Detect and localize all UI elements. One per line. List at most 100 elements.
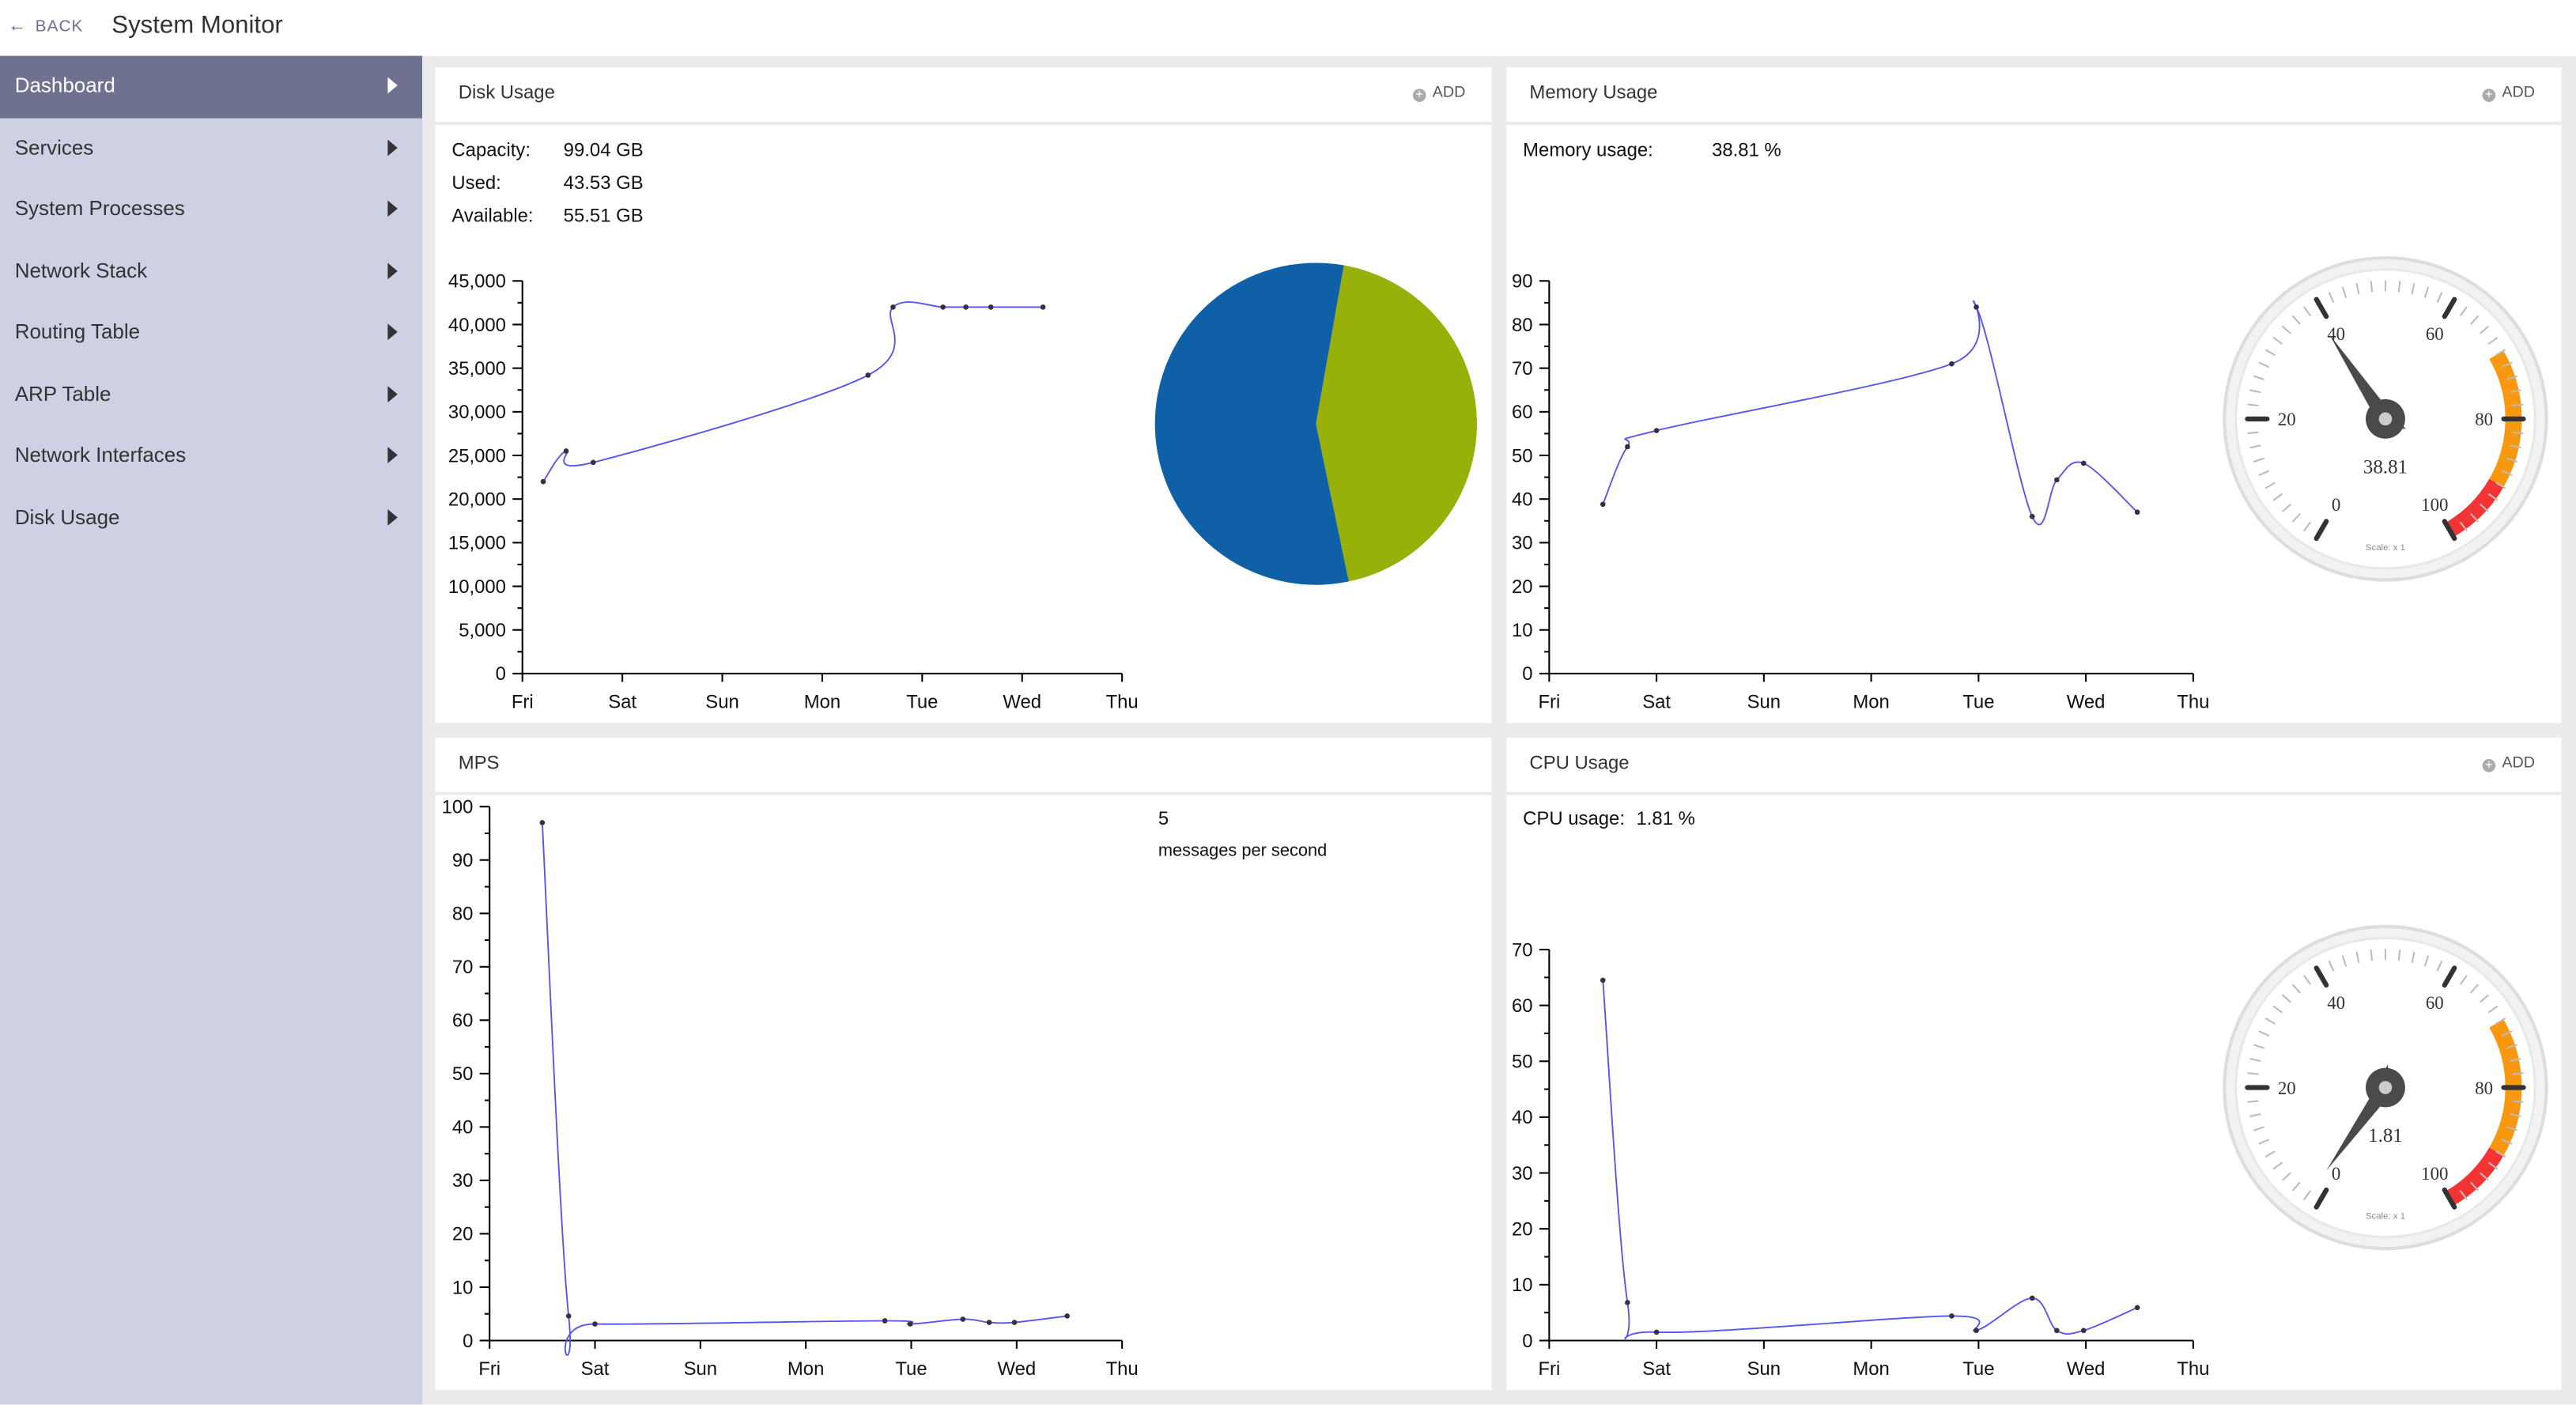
gauge-minor-tick bbox=[2506, 1126, 2517, 1131]
x-tick-label: Sat bbox=[1642, 1358, 1671, 1380]
sidebar-item-label: Dashboard bbox=[14, 74, 115, 97]
gauge-minor-tick bbox=[2506, 457, 2517, 463]
gauge-minor-tick bbox=[2247, 431, 2259, 435]
pie-slice-available bbox=[1154, 262, 1349, 585]
panel-header: CPU Usage + ADD bbox=[1506, 738, 2562, 795]
gauge-value: 1.81 bbox=[2368, 1125, 2403, 1146]
used-value: 43.53 GB bbox=[563, 174, 644, 195]
gauge-minor-tick bbox=[2495, 349, 2506, 356]
arrow-left-icon: ← bbox=[8, 16, 28, 36]
gauge-label: 80 bbox=[2475, 1078, 2493, 1098]
gauge-hub-cap bbox=[2378, 1081, 2393, 1094]
gauge-minor-tick bbox=[2303, 306, 2311, 316]
sidebar-item-network-stack[interactable]: Network Stack bbox=[0, 240, 422, 302]
gauge-minor-tick bbox=[2470, 315, 2479, 325]
y-tick-label: 0 bbox=[463, 1331, 473, 1352]
data-point bbox=[1600, 501, 1606, 508]
sidebar-item-network-interfaces[interactable]: Network Interfaces bbox=[0, 425, 422, 487]
y-tick-label: 70 bbox=[452, 957, 474, 978]
gauge-minor-tick bbox=[2292, 984, 2301, 994]
sidebar-item-dashboard[interactable]: Dashboard bbox=[0, 55, 422, 118]
panel-title: Disk Usage bbox=[458, 83, 555, 104]
x-tick-label: Tue bbox=[895, 1358, 927, 1380]
gauge-minor-tick bbox=[2249, 444, 2261, 449]
data-point bbox=[1011, 1320, 1018, 1325]
back-button[interactable]: ← BACK bbox=[8, 17, 83, 36]
x-tick-label: Sun bbox=[1747, 1358, 1781, 1380]
gauge-minor-tick bbox=[2272, 1005, 2283, 1014]
gauge-minor-tick bbox=[2501, 1030, 2513, 1037]
y-tick-label: 30 bbox=[1512, 1163, 1533, 1184]
data-point bbox=[2080, 460, 2087, 466]
sidebar-item-routing-table[interactable]: Routing Table bbox=[0, 302, 422, 364]
gauge-minor-tick bbox=[2282, 1172, 2291, 1181]
gauge-minor-tick bbox=[2460, 975, 2468, 985]
sidebar-item-label: Services bbox=[14, 135, 94, 159]
data-point bbox=[2054, 1328, 2060, 1334]
y-tick-label: 40 bbox=[452, 1117, 474, 1139]
add-button[interactable]: + ADD bbox=[2482, 84, 2535, 102]
add-button[interactable]: + ADD bbox=[1412, 83, 1466, 102]
data-point bbox=[1653, 428, 1660, 433]
gauge-minor-tick bbox=[2510, 1113, 2521, 1117]
panel-title: CPU Usage bbox=[1529, 753, 1630, 774]
gauge-label: 80 bbox=[2475, 410, 2493, 429]
y-tick-label: 20 bbox=[452, 1224, 474, 1245]
gauge-minor-tick bbox=[2512, 431, 2524, 435]
gauge-minor-tick bbox=[2249, 1113, 2261, 1117]
y-tick-label: 20 bbox=[1512, 1219, 1533, 1241]
series-line bbox=[542, 301, 1044, 482]
gauge-minor-tick bbox=[2303, 1190, 2311, 1200]
gauge-minor-tick bbox=[2303, 975, 2311, 985]
y-tick-label: 40,000 bbox=[448, 315, 506, 336]
sidebar-item-system-processes[interactable]: System Processes bbox=[0, 179, 422, 240]
x-tick-label: Tue bbox=[906, 692, 938, 713]
add-label: ADD bbox=[1432, 83, 1466, 102]
gauge-minor-tick bbox=[2506, 1044, 2517, 1049]
back-label: BACK bbox=[35, 17, 84, 36]
gauge-minor-tick bbox=[2253, 1126, 2264, 1131]
gauge-minor-tick bbox=[2424, 955, 2429, 967]
sidebar-item-services[interactable]: Services bbox=[0, 118, 422, 179]
sidebar-item-label: System Processes bbox=[14, 197, 185, 221]
series-line bbox=[1602, 300, 2138, 526]
panel-header: MPS bbox=[435, 738, 1492, 795]
gauge-minor-tick bbox=[2272, 493, 2283, 501]
gauge-minor-tick bbox=[2436, 961, 2442, 972]
available-value: 55.51 GB bbox=[563, 206, 644, 227]
sidebar-item-label: Disk Usage bbox=[14, 504, 120, 529]
data-point bbox=[960, 1316, 966, 1322]
gauge-minor-tick bbox=[2258, 1030, 2269, 1037]
x-tick-label: Fri bbox=[478, 1358, 500, 1380]
capacity-label: Capacity: bbox=[451, 141, 531, 161]
gauge-minor-tick bbox=[2292, 315, 2301, 325]
gauge-minor-tick bbox=[2247, 1072, 2259, 1075]
available-label: Available: bbox=[451, 206, 534, 227]
gauge-minor-tick bbox=[2328, 961, 2335, 972]
capacity-value: 99.04 GB bbox=[563, 141, 644, 161]
gauge-minor-tick bbox=[2506, 375, 2517, 380]
sidebar-item-arp-table[interactable]: ARP Table bbox=[0, 364, 422, 425]
data-point bbox=[592, 1321, 598, 1327]
sidebar-item-disk-usage[interactable]: Disk Usage bbox=[0, 487, 422, 549]
data-point bbox=[565, 1313, 572, 1319]
gauge-major-tick bbox=[2313, 965, 2329, 988]
add-button[interactable]: + ADD bbox=[2482, 754, 2535, 772]
gauge-band bbox=[2445, 478, 2504, 538]
sidebar-item-label: Network Stack bbox=[14, 259, 148, 282]
x-tick-label: Sun bbox=[684, 1358, 717, 1380]
data-point bbox=[540, 478, 546, 485]
sidebar-item-label: Network Interfaces bbox=[14, 444, 187, 467]
cpu-gauge: 0 20 40 60 80 100 1.81 Scale: x 1 bbox=[2223, 924, 2548, 1251]
x-tick-label: Thu bbox=[2177, 692, 2209, 713]
gauge-label: 20 bbox=[2278, 1078, 2296, 1098]
gauge-minor-tick bbox=[2247, 403, 2259, 406]
data-point bbox=[986, 1320, 992, 1325]
gauge-minor-tick bbox=[2264, 1018, 2276, 1025]
data-point bbox=[2134, 509, 2140, 516]
data-point bbox=[1064, 1313, 1071, 1319]
x-tick-label: Tue bbox=[1962, 1358, 1994, 1380]
data-point bbox=[2080, 1328, 2087, 1334]
gauge-minor-tick bbox=[2264, 1150, 2276, 1158]
x-tick-label: Tue bbox=[1962, 692, 1994, 713]
